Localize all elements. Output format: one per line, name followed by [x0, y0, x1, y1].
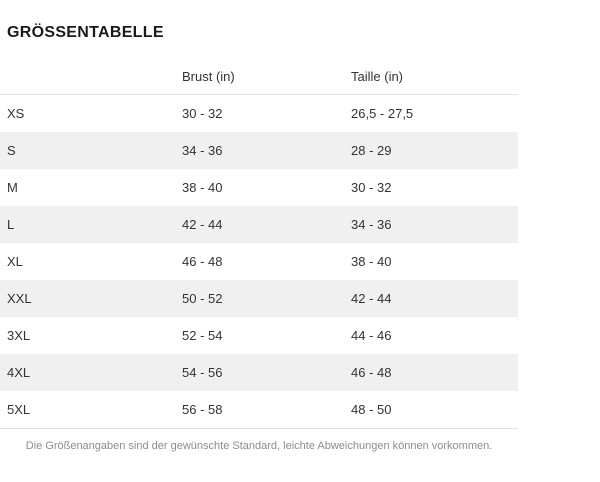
- cell-brust: 50 - 52: [182, 291, 223, 306]
- column-header-brust: Brust (in): [173, 58, 343, 95]
- cell-taille: 30 - 32: [351, 180, 392, 195]
- cell-taille: 48 - 50: [351, 402, 392, 417]
- table-row: 5XL 56 - 58 48 - 50: [0, 391, 518, 429]
- cell-size: 4XL: [7, 365, 31, 380]
- cell-taille: 46 - 48: [351, 365, 392, 380]
- table-row: XL 46 - 48 38 - 40: [0, 243, 518, 280]
- footnote: Die Größenangaben sind der gewünschte St…: [25, 440, 493, 452]
- column-header-taille: Taille (in): [343, 58, 518, 95]
- cell-size: S: [7, 143, 16, 158]
- cell-brust: 30 - 32: [182, 106, 223, 121]
- cell-taille: 28 - 29: [351, 143, 392, 158]
- table-row: 4XL 54 - 56 46 - 48: [0, 354, 518, 391]
- page-title: GRÖSSENTABELLE: [7, 24, 164, 41]
- cell-size: 5XL: [7, 402, 31, 417]
- cell-size: XXL: [7, 291, 32, 306]
- table-row: XS 30 - 32 26,5 - 27,5: [0, 95, 518, 133]
- cell-brust: 54 - 56: [182, 365, 223, 380]
- size-chart-section: GRÖSSENTABELLE Brust (in) Taille (in) XS…: [0, 24, 518, 453]
- cell-brust: 52 - 54: [182, 328, 223, 343]
- cell-taille: 44 - 46: [351, 328, 392, 343]
- cell-brust: 46 - 48: [182, 254, 223, 269]
- cell-size: XL: [7, 254, 23, 269]
- cell-brust: 42 - 44: [182, 217, 223, 232]
- table-header-row: Brust (in) Taille (in): [0, 58, 518, 95]
- cell-taille: 42 - 44: [351, 291, 392, 306]
- cell-taille: 26,5 - 27,5: [351, 106, 414, 121]
- cell-size: 3XL: [7, 328, 31, 343]
- size-table: Brust (in) Taille (in) XS 30 - 32 26,5 - 2…: [0, 58, 518, 429]
- column-header-size: [0, 58, 173, 95]
- cell-taille: 38 - 40: [351, 254, 392, 269]
- table-row: 3XL 52 - 54 44 - 46: [0, 317, 518, 354]
- size-table-body: XS 30 - 32 26,5 - 27,5 S 34 - 36 28 - 29 M 38 -…: [0, 95, 518, 429]
- cell-size: M: [7, 180, 18, 195]
- table-row: S 34 - 36 28 - 29: [0, 132, 518, 169]
- cell-brust: 38 - 40: [182, 180, 223, 195]
- table-row: XXL 50 - 52 42 - 44: [0, 280, 518, 317]
- cell-brust: 34 - 36: [182, 143, 223, 158]
- cell-taille: 34 - 36: [351, 217, 392, 232]
- table-row: M 38 - 40 30 - 32: [0, 169, 518, 206]
- table-row: L 42 - 44 34 - 36: [0, 206, 518, 243]
- cell-brust: 56 - 58: [182, 402, 223, 417]
- cell-size: L: [7, 217, 15, 232]
- cell-size: XS: [7, 106, 25, 121]
